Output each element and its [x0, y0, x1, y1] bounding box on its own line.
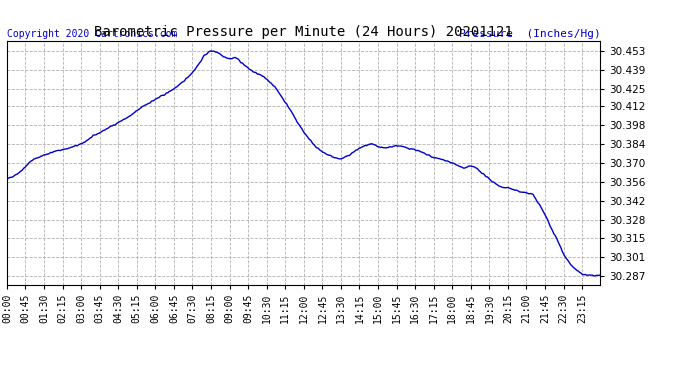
Text: Pressure  (Inches/Hg): Pressure (Inches/Hg)	[459, 29, 600, 39]
Title: Barometric Pressure per Minute (24 Hours) 20201121: Barometric Pressure per Minute (24 Hours…	[95, 25, 513, 39]
Text: Copyright 2020 Cartronics.com: Copyright 2020 Cartronics.com	[7, 29, 177, 39]
